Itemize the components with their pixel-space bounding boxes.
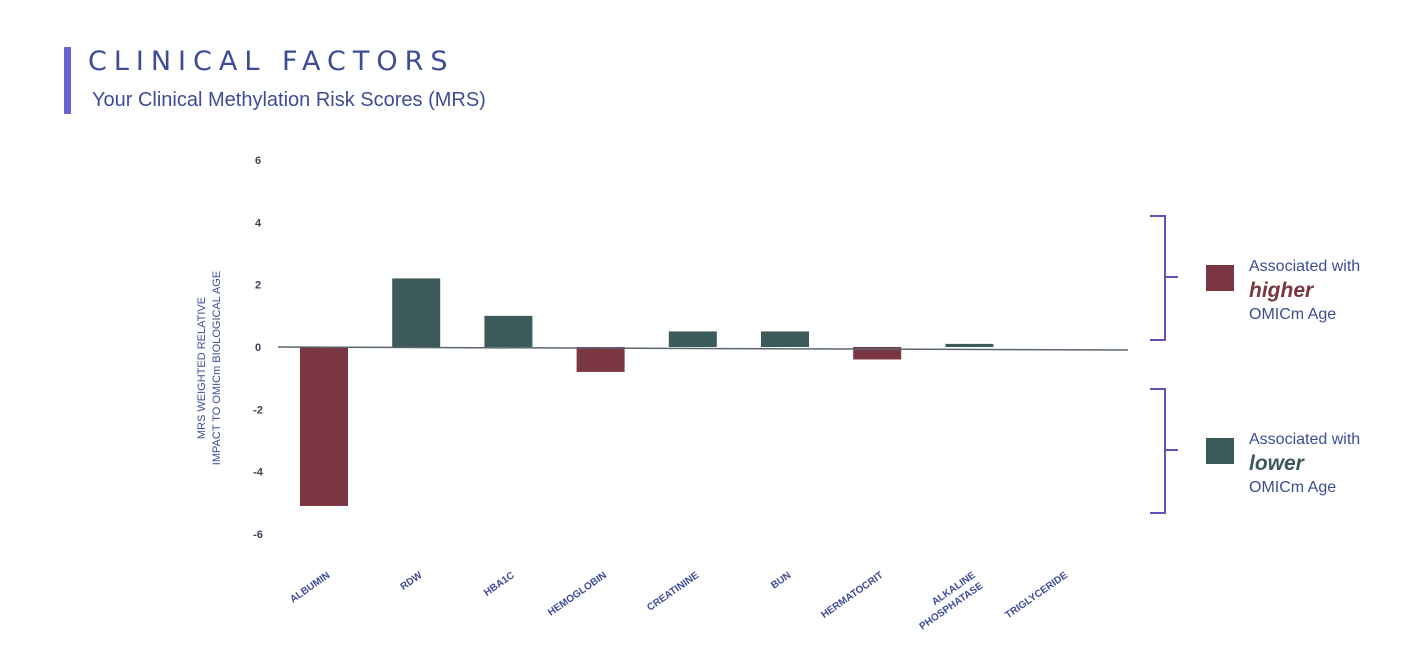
legend-higher-text: Associated with higher OMICm Age xyxy=(1249,255,1417,327)
x-category-label: HEMOGLOBIN xyxy=(546,570,609,619)
lower-bracket xyxy=(1150,388,1166,514)
y-tick-label: 2 xyxy=(255,280,261,292)
y-tick-label: 0 xyxy=(255,342,261,354)
legend-higher-line3: OMICm Age xyxy=(1249,306,1337,323)
x-category-label-text: BUN xyxy=(769,570,793,591)
x-category-label-text: HBA1C xyxy=(482,570,517,599)
bar xyxy=(668,331,717,347)
x-category-label-text: ALBUMIN xyxy=(288,570,332,605)
legend-higher-swatch xyxy=(1206,265,1234,291)
legend-lower-text: Associated with lower OMICm Age xyxy=(1249,428,1417,500)
x-category-label: HERMATOCRIT xyxy=(819,570,885,621)
legend-lower-line3: OMICm Age xyxy=(1249,479,1337,496)
y-axis-label-line2: IMPACT TO OMICm BIOLOGICAL AGE xyxy=(211,271,223,465)
y-tick-label: -2 xyxy=(253,404,263,416)
legend-higher-emphasis: higher xyxy=(1249,279,1314,302)
higher-bracket-tick xyxy=(1164,276,1178,278)
y-tick-label: 6 xyxy=(255,155,261,167)
x-category-label-text: CREATININE xyxy=(645,570,701,614)
x-category-label-text: RDW xyxy=(399,570,425,593)
bar xyxy=(761,331,809,347)
bar xyxy=(392,278,441,347)
bar xyxy=(300,347,348,506)
x-category-label-text: HERMATOCRIT xyxy=(819,570,885,621)
x-category-label: RDW xyxy=(399,570,425,593)
legend-lower-line1: Associated with xyxy=(1249,431,1361,448)
x-category-label: CREATININE xyxy=(645,570,701,614)
y-tick-label: -4 xyxy=(253,467,264,479)
bar xyxy=(576,347,625,372)
zero-baseline xyxy=(277,346,1129,351)
legend-higher-line1: Associated with xyxy=(1249,258,1361,275)
bar xyxy=(945,343,994,347)
x-category-label: BUN xyxy=(769,570,793,591)
higher-bracket xyxy=(1150,215,1166,341)
x-category-label: ALBUMIN xyxy=(288,570,332,605)
page-subtitle: Your Clinical Methylation Risk Scores (M… xyxy=(92,89,486,111)
bar xyxy=(484,315,533,347)
legend-lower-emphasis: lower xyxy=(1249,452,1304,475)
x-category-label-text: HEMOGLOBIN xyxy=(546,570,609,619)
bar xyxy=(853,347,902,360)
lower-bracket-tick xyxy=(1164,449,1178,451)
page-title: CLINICAL FACTORS xyxy=(88,46,455,77)
y-tick-label: -6 xyxy=(253,529,263,541)
x-category-label: TRIGLYCERIDE xyxy=(1003,570,1070,621)
legend-lower-swatch xyxy=(1206,438,1234,464)
x-category-label-text: TRIGLYCERIDE xyxy=(1003,570,1070,621)
x-category-label: HBA1C xyxy=(482,570,517,599)
header-accent-bar xyxy=(64,47,71,114)
y-tick-label: 4 xyxy=(255,217,262,229)
y-axis-label-line1: MRS WEIGHTED RELATIVE xyxy=(196,297,208,439)
